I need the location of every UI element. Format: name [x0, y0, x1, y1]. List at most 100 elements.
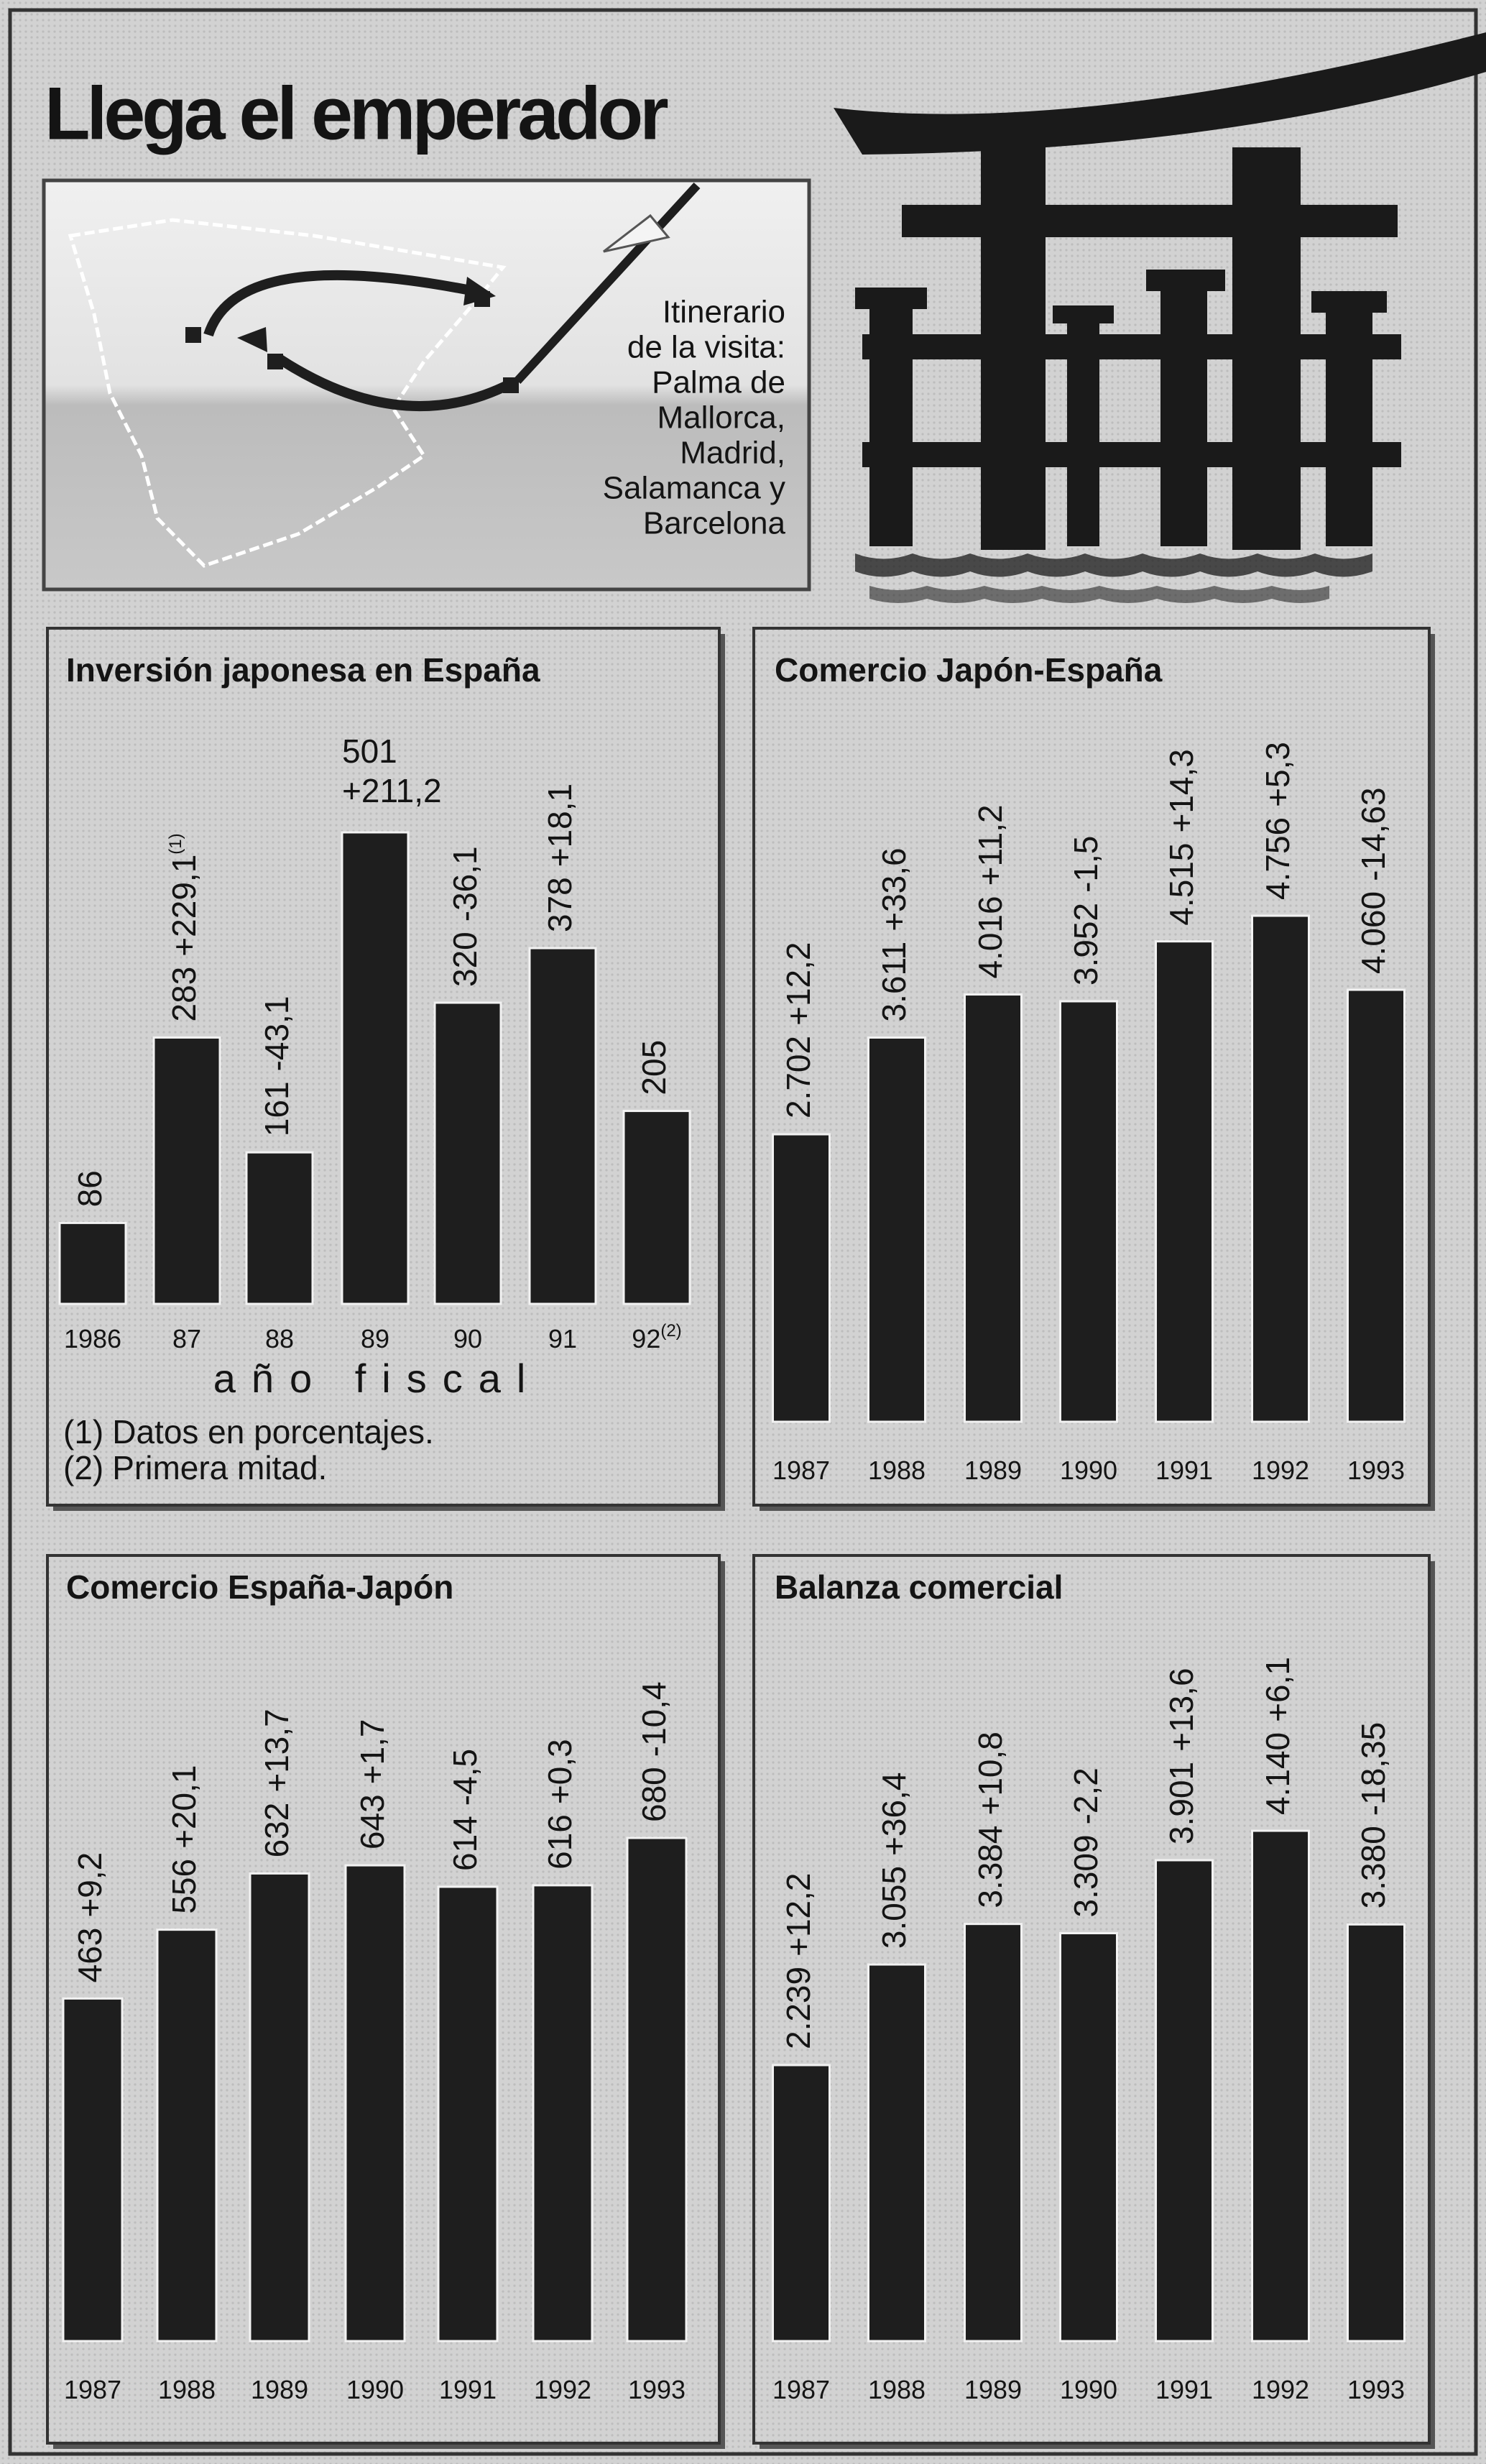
gate-crossbeam — [862, 442, 1401, 467]
note-mark: (1) — [166, 833, 185, 854]
chart: Comercio España-Japón 1987 463 +9,2 1988 556 +… — [62, 1568, 688, 2404]
change-label: +13,6 — [1163, 1668, 1200, 1751]
value-label: 4.756 — [1259, 817, 1296, 900]
data-label: 378 +18,1 — [541, 783, 578, 932]
value-label: 2.239 — [780, 1967, 817, 2049]
value-label: 3.055 — [875, 1866, 913, 1949]
change-label: -36,1 — [446, 846, 484, 921]
bar — [1059, 1932, 1118, 2343]
plane — [603, 213, 670, 253]
data-label: 4.060 -14,63 — [1355, 787, 1392, 974]
value-label: 616 — [541, 1814, 578, 1870]
data-label: 463 +9,2 — [71, 1852, 109, 1983]
chart: Balanza comercial 1987 2.239 +12,2 1988 3.055… — [772, 1568, 1406, 2404]
data-label: 3.901 +13,6 — [1163, 1668, 1200, 1844]
change-label: -2,2 — [1067, 1767, 1104, 1824]
category: 1988 — [868, 1456, 926, 1485]
map-frame — [42, 178, 811, 592]
gate-crossbeam — [862, 334, 1401, 359]
map-note-line: de la visita: — [627, 330, 785, 365]
gate-cap — [1146, 270, 1225, 291]
bar — [626, 1836, 688, 2343]
value-label: 3.952 — [1067, 903, 1104, 985]
gate-reflection — [869, 586, 1329, 603]
note-mark: (2) — [660, 1321, 681, 1341]
gate-reflection — [855, 553, 1372, 577]
change-label: -43,1 — [258, 996, 295, 1072]
map-note-line: Salamanca y — [603, 471, 785, 506]
route-arrow — [203, 270, 476, 337]
route-arrow — [277, 355, 513, 412]
x-tick-label: 1987 — [64, 2375, 121, 2404]
data-label: 86 — [71, 1170, 109, 1207]
data-label: 680 -10,4 — [635, 1681, 673, 1822]
change-label: +36,4 — [875, 1773, 913, 1856]
data-label: 4.140 +6,1 — [1259, 1657, 1296, 1815]
gate-pillar — [1160, 277, 1207, 546]
torii-gate — [834, 32, 1486, 603]
category: 91 — [548, 1324, 577, 1353]
map-note-line: Barcelona — [643, 506, 786, 541]
value-label: 556 — [165, 1859, 203, 1914]
bar — [772, 1133, 831, 1423]
data-label: 3.309 -2,2 — [1067, 1767, 1104, 1917]
category: 1990 — [1060, 1456, 1117, 1485]
footnote-mark: (2) — [63, 1449, 103, 1486]
x-tick-label: 1993 — [1347, 2375, 1405, 2404]
bar — [344, 1864, 406, 2343]
x-tick-label: 88 — [265, 1324, 294, 1353]
value-label: 2.702 — [780, 1036, 817, 1118]
data-label: 632 +13,7 — [258, 1709, 295, 1857]
footnote-text: Datos en porcentajes. — [112, 1413, 434, 1451]
gate-beam — [902, 205, 1398, 237]
data-label: 283 +229,1(1) — [165, 833, 203, 1021]
category: 1988 — [868, 2375, 926, 2404]
x-tick-label: 1991 — [1155, 2375, 1213, 2404]
change-label: +12,2 — [780, 1872, 817, 1956]
change-label: -10,4 — [635, 1681, 673, 1757]
map-note-line: Palma de — [652, 365, 785, 400]
category: 1991 — [439, 2375, 497, 2404]
data-label: 4.756 +5,3 — [1259, 742, 1296, 900]
change-label: +0,3 — [541, 1739, 578, 1804]
value-label: 643 — [354, 1794, 391, 1849]
data-label: 320 -36,1 — [446, 846, 484, 987]
value-label: 161 — [258, 1081, 295, 1136]
value-label: 283 — [165, 967, 203, 1022]
x-tick-label: 89 — [361, 1324, 389, 1353]
data-label: 4.515 +14,3 — [1163, 749, 1200, 926]
value-label: 320 — [446, 932, 484, 987]
bar — [245, 1151, 314, 1305]
flight-path — [514, 182, 701, 385]
category: 1992 — [534, 2375, 591, 2404]
bar — [62, 1997, 124, 2343]
value-label: 378 — [541, 877, 578, 932]
value-label: 680 — [635, 1767, 673, 1822]
category: 88 — [265, 1324, 294, 1353]
category: 1993 — [628, 2375, 686, 2404]
category: 92 — [632, 1324, 660, 1353]
value-label: 205 — [635, 1040, 673, 1095]
data-label: 2.702 +12,2 — [780, 942, 817, 1119]
change-label: +5,3 — [1259, 742, 1296, 807]
data-label: 4.016 +11,2 — [972, 804, 1009, 978]
category: 1992 — [1252, 1456, 1309, 1485]
bar — [867, 1963, 926, 2343]
outer-frame — [8, 8, 1478, 2456]
change-label: -14,63 — [1355, 787, 1392, 881]
data-label: 161 -43,1 — [258, 996, 295, 1137]
change-label: +18,1 — [541, 783, 578, 867]
category: 1987 — [64, 2375, 121, 2404]
footnote: (2) Primera mitad. — [63, 1449, 327, 1486]
bar — [58, 1221, 127, 1305]
category: 1988 — [158, 2375, 216, 2404]
value-label: 3.309 — [1067, 1834, 1104, 1917]
data-label: 205 — [635, 1040, 673, 1095]
value-label: 501 — [342, 732, 397, 770]
change-label: +33,6 — [875, 847, 913, 931]
bar — [156, 1929, 218, 2343]
x-tick-label: 1993 — [1347, 1456, 1405, 1485]
change-label: +10,8 — [972, 1732, 1009, 1815]
change-label: +20,1 — [165, 1765, 203, 1848]
